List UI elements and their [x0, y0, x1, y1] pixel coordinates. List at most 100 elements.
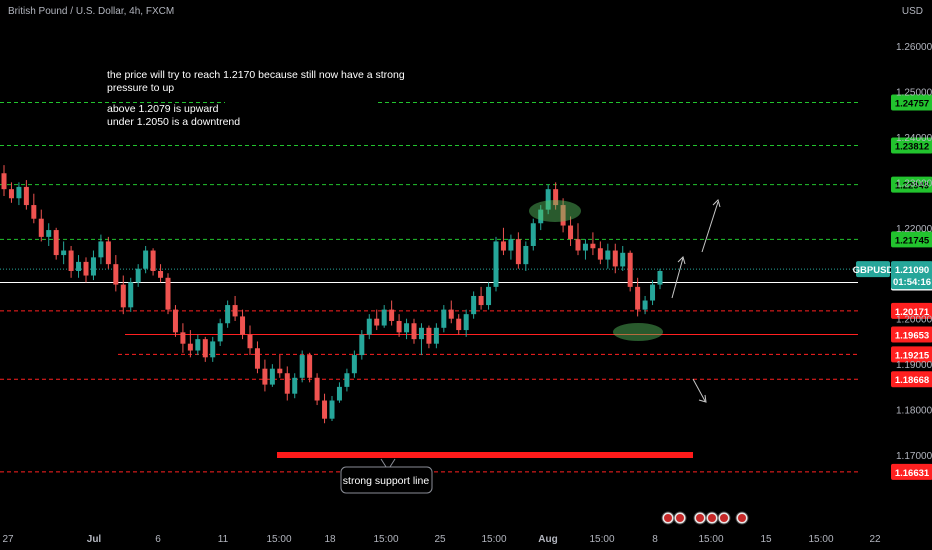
- annotation-line-4: under 1.2050 is a downtrend: [107, 116, 240, 128]
- candle-body: [143, 250, 149, 269]
- x-tick-label: 22: [869, 534, 881, 545]
- currency-label: USD: [902, 6, 923, 17]
- candle-body: [8, 189, 14, 199]
- candle-body: [493, 241, 499, 287]
- x-tick-label: 15:00: [373, 534, 398, 545]
- candle-body: [411, 323, 417, 340]
- x-tick-label: 18: [324, 534, 336, 545]
- candle-body: [314, 377, 320, 401]
- flag-icon[interactable]: [705, 511, 719, 525]
- arrow-up-2: [701, 201, 719, 253]
- candle-body: [225, 305, 231, 324]
- level-tag: [891, 346, 932, 363]
- x-tick-label: 8: [652, 534, 658, 545]
- x-tick-label: 6: [155, 534, 161, 545]
- candle-body: [105, 241, 111, 265]
- candle-body: [1, 173, 7, 190]
- level-tag: [891, 463, 932, 480]
- level-tag-label: 1.24757: [895, 98, 929, 109]
- annotation-gap: [225, 99, 375, 106]
- candle-body: [76, 261, 82, 271]
- time-axis[interactable]: 27 Jul 6 11 15:00 18 15:00 25 15:00 Aug 15:00 8 15:0…: [2, 534, 881, 545]
- price-axis[interactable]: 1.26000 1.25000 1.24000 1.23000 1.22000 1.200…: [896, 42, 932, 462]
- candle-body: [53, 230, 59, 256]
- flag-icon-core: [696, 514, 704, 522]
- candle-body: [83, 261, 89, 276]
- level-tag: [891, 371, 932, 388]
- candle-body: [128, 282, 134, 308]
- arrow-up-2-head: [712, 199, 721, 208]
- x-tick-label: 15:00: [698, 534, 723, 545]
- candle-body: [247, 334, 253, 349]
- candle-body: [381, 309, 387, 326]
- flag-icon[interactable]: [735, 511, 749, 525]
- candle-body: [210, 341, 216, 358]
- candle-body: [23, 186, 29, 206]
- top-ellipse: [529, 200, 581, 222]
- candle-body: [426, 327, 432, 344]
- candle-body: [627, 252, 633, 287]
- countdown-label: 01:54:16: [893, 277, 931, 288]
- level-tag-label: 1.21745: [895, 235, 930, 246]
- candle-body: [657, 270, 663, 285]
- candle-body: [120, 284, 126, 308]
- x-tick-label: 11: [218, 534, 229, 545]
- candle-body: [98, 241, 104, 258]
- arrow-up-1: [671, 257, 684, 299]
- candle-body: [597, 248, 603, 260]
- x-tick-label: Aug: [538, 534, 557, 545]
- price-tag-label: 1.21090: [895, 265, 929, 276]
- candle-body: [620, 252, 626, 267]
- candle-body: [530, 223, 536, 246]
- level-tag-label: 1.23812: [895, 141, 929, 152]
- level-tag-label: 1.18668: [895, 375, 929, 386]
- candle-body: [523, 245, 529, 265]
- candle-body: [187, 343, 193, 351]
- x-tick-label: 15:00: [589, 534, 614, 545]
- candle-body: [46, 230, 52, 237]
- annotation-line-1: the price will try to reach 1.2170 becau…: [107, 69, 405, 81]
- candle-body: [553, 189, 559, 206]
- candle-body: [322, 400, 328, 419]
- candle-body: [329, 400, 335, 419]
- annotation-line-3: above 1.2079 is upward: [107, 103, 219, 115]
- x-tick-label: 15:00: [266, 534, 291, 545]
- candle-body: [292, 377, 298, 394]
- candle-body: [217, 323, 223, 342]
- candle-body: [486, 286, 492, 306]
- candle-body: [359, 334, 365, 356]
- candle-body: [150, 250, 156, 271]
- symbol-tag: [856, 261, 890, 278]
- candle-body: [374, 318, 380, 326]
- candle-body: [590, 243, 596, 249]
- y-tick-label: 1.26000: [896, 42, 932, 53]
- candle-body: [195, 339, 201, 351]
- flag-icon[interactable]: [661, 511, 675, 525]
- candle-body: [262, 368, 268, 385]
- level-tag-label: 1.19653: [895, 330, 929, 341]
- candle-body: [538, 209, 544, 224]
- candle-body: [456, 318, 462, 331]
- level-lines: 1.247571.238121.229491.217451.207961.201…: [0, 94, 932, 480]
- candle-body: [307, 355, 313, 378]
- candle-body: [277, 368, 283, 374]
- level-tag: [891, 302, 932, 319]
- candle-body: [635, 286, 641, 310]
- flag-icon-core: [708, 514, 716, 522]
- candle-body: [165, 277, 171, 310]
- candle-body: [299, 355, 305, 378]
- candle-body: [68, 250, 74, 271]
- candle-body: [560, 205, 566, 226]
- flag-icon[interactable]: [693, 511, 707, 525]
- y-tick-label: 1.25000: [896, 87, 932, 98]
- chart-title: British Pound / U.S. Dollar, 4h, FXCM: [8, 6, 174, 17]
- flag-icon[interactable]: [673, 511, 687, 525]
- economic-calendar-icons[interactable]: [661, 511, 749, 525]
- candle-body: [418, 327, 424, 340]
- flag-icon[interactable]: [717, 511, 731, 525]
- candle-body: [269, 368, 275, 385]
- y-tick-label: 1.23000: [896, 178, 932, 189]
- x-tick-label: Jul: [87, 534, 102, 545]
- candle-body: [254, 348, 260, 369]
